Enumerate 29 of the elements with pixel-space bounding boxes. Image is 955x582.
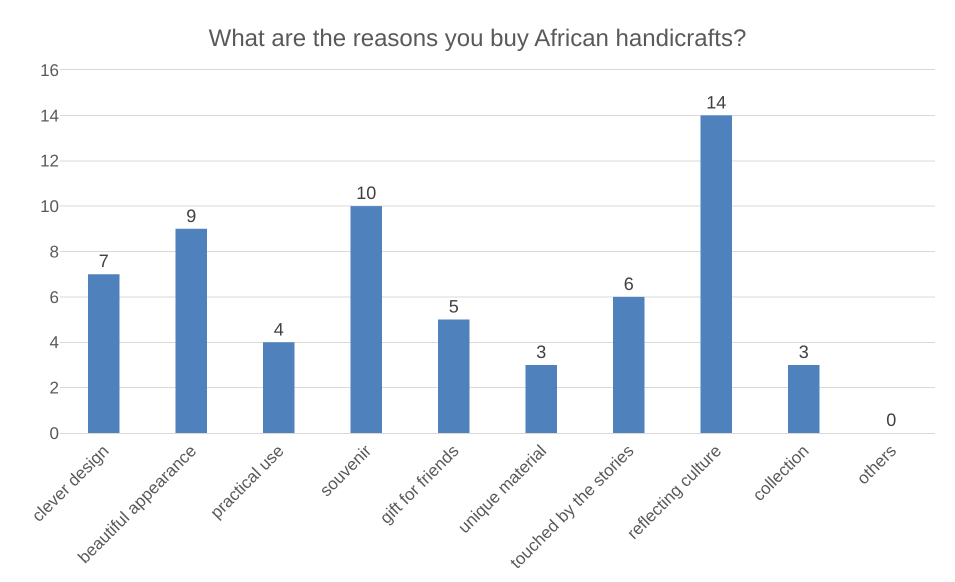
bar	[526, 364, 557, 433]
y-tick-label: 4	[50, 333, 59, 352]
y-tick-label: 12	[40, 152, 59, 171]
y-tick-label: 6	[50, 288, 59, 307]
data-label: 3	[536, 342, 546, 362]
bar	[263, 342, 294, 433]
y-tick-label: 14	[40, 106, 59, 126]
bar	[350, 206, 382, 433]
data-label: 7	[98, 251, 109, 272]
data-label: 14	[706, 92, 726, 112]
chart-title: What are the reasons you buy African handicrafts?	[208, 24, 746, 52]
bar	[438, 320, 470, 433]
y-tick-label: 8	[50, 242, 59, 262]
bar	[788, 364, 820, 433]
y-tick-label: 0	[50, 424, 59, 443]
data-label: 3	[798, 342, 809, 362]
data-label: 4	[274, 319, 284, 340]
y-tick-label: 10	[40, 197, 59, 216]
bar	[613, 296, 644, 433]
bar	[176, 228, 207, 433]
data-label: 5	[448, 296, 459, 317]
data-label: 6	[624, 274, 634, 294]
data-label: 10	[356, 183, 376, 204]
data-label: 0	[886, 410, 896, 430]
y-tick-label: 16	[40, 60, 59, 80]
data-label: 9	[186, 206, 196, 226]
y-tick-label: 2	[50, 378, 59, 398]
bar	[700, 115, 732, 433]
bar	[88, 274, 120, 433]
